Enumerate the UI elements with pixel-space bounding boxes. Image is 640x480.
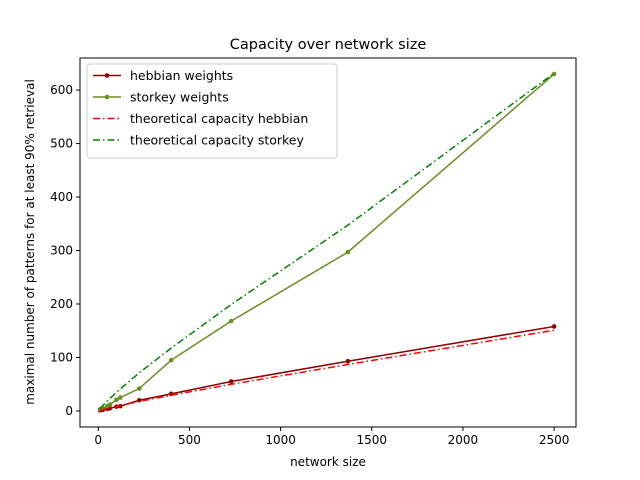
y-tick-label: 200: [50, 297, 73, 311]
legend-label: hebbian weights: [130, 68, 233, 83]
data-point-storkey-weights: [107, 402, 113, 407]
legend-label: storkey weights: [130, 90, 229, 105]
y-tick-label: 400: [50, 190, 73, 204]
y-tick-label: 100: [50, 350, 73, 364]
y-tick-label: 600: [50, 83, 73, 97]
data-point-hebbian-weights: [228, 379, 234, 384]
data-point-storkey-weights: [228, 318, 234, 324]
x-axis: 0 500 1000 1500 2000 2500: [94, 427, 569, 447]
legend-label: theoretical capacity hebbian: [130, 111, 308, 126]
y-tick-label: 500: [50, 137, 73, 151]
data-point-storkey-weights: [551, 71, 557, 77]
x-tick-label: 500: [178, 433, 201, 447]
x-tick-label: 0: [94, 433, 102, 447]
y-axis: 0 100 200 300 400 500 600: [50, 83, 80, 418]
x-axis-label: network size: [290, 455, 366, 469]
legend-label: theoretical capacity storkey: [130, 133, 304, 148]
series-line-theoretical-capacity-hebbian: [99, 329, 555, 412]
x-tick-label: 1500: [356, 433, 387, 447]
legend-marker: [104, 94, 110, 100]
legend-box: [86, 63, 338, 159]
x-tick-label: 2500: [539, 433, 570, 447]
x-tick-label: 2000: [448, 433, 479, 447]
data-point-storkey-weights: [168, 357, 174, 363]
y-tick-label: 0: [65, 404, 73, 418]
data-point-storkey-weights: [118, 395, 123, 400]
data-point-storkey-weights: [136, 386, 142, 391]
chart-title: Capacity over network size: [230, 37, 427, 53]
series-line-hebbian-weights: [99, 325, 555, 412]
legend-marker: [104, 73, 110, 78]
plot-frame: [79, 57, 577, 428]
x-tick-label: 1000: [265, 433, 296, 447]
legend: hebbian weights storkey weights theoretica…: [86, 63, 338, 159]
data-point-storkey-weights: [345, 249, 351, 255]
y-axis-label: maximal number of patterns for at least …: [23, 79, 37, 405]
y-tick-label: 300: [50, 244, 73, 258]
data-point-hebbian-weights: [551, 324, 557, 329]
data-point-hebbian-weights: [345, 358, 351, 364]
data-point-storkey-weights: [114, 397, 119, 403]
plot-area: [97, 71, 557, 413]
